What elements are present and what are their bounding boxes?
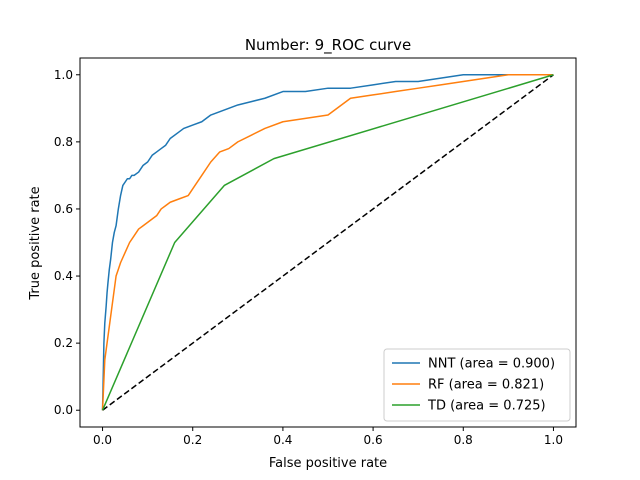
series-line-td bbox=[101, 74, 554, 411]
legend-box bbox=[383, 348, 571, 422]
legend-label-td: TD (area = 0.725) bbox=[427, 399, 546, 414]
x-tick-label: 1.0 bbox=[544, 433, 563, 447]
series-line-rf bbox=[101, 74, 554, 411]
y-axis-ticks: 0.0 0.2 0.4 0.6 0.8 1.0 bbox=[54, 68, 80, 417]
legend-label-rf: RF (area = 0.821) bbox=[428, 378, 544, 393]
y-tick-label: 0.4 bbox=[54, 269, 73, 283]
x-tick-label: 0.4 bbox=[273, 433, 292, 447]
legend-label-nnt: NNT (area = 0.900) bbox=[428, 357, 555, 372]
series-line-nnt bbox=[101, 74, 554, 411]
x-tick-label: 0.6 bbox=[364, 433, 383, 447]
plot-frame bbox=[79, 57, 577, 428]
x-axis-ticks: 0.0 0.2 0.4 0.6 0.8 1.0 bbox=[93, 427, 563, 447]
y-tick-label: 0.2 bbox=[54, 336, 73, 350]
y-tick-label: 0.0 bbox=[54, 403, 73, 417]
x-axis-label: False positive rate bbox=[269, 456, 387, 471]
y-tick-label: 0.8 bbox=[54, 135, 73, 149]
chart-title: Number: 9_ROC curve bbox=[245, 36, 411, 55]
diagonal-reference-line bbox=[102, 74, 554, 411]
legend: NNT (area = 0.900) RF (area = 0.821) TD (a… bbox=[383, 348, 571, 422]
x-tick-label: 0.8 bbox=[454, 433, 473, 447]
x-tick-label: 0.0 bbox=[93, 433, 112, 447]
x-tick-label: 0.2 bbox=[183, 433, 202, 447]
y-tick-label: 0.6 bbox=[54, 202, 73, 216]
y-axis-label: True positive rate bbox=[28, 186, 43, 300]
y-tick-label: 1.0 bbox=[54, 68, 73, 82]
plot-marks bbox=[101, 74, 554, 411]
